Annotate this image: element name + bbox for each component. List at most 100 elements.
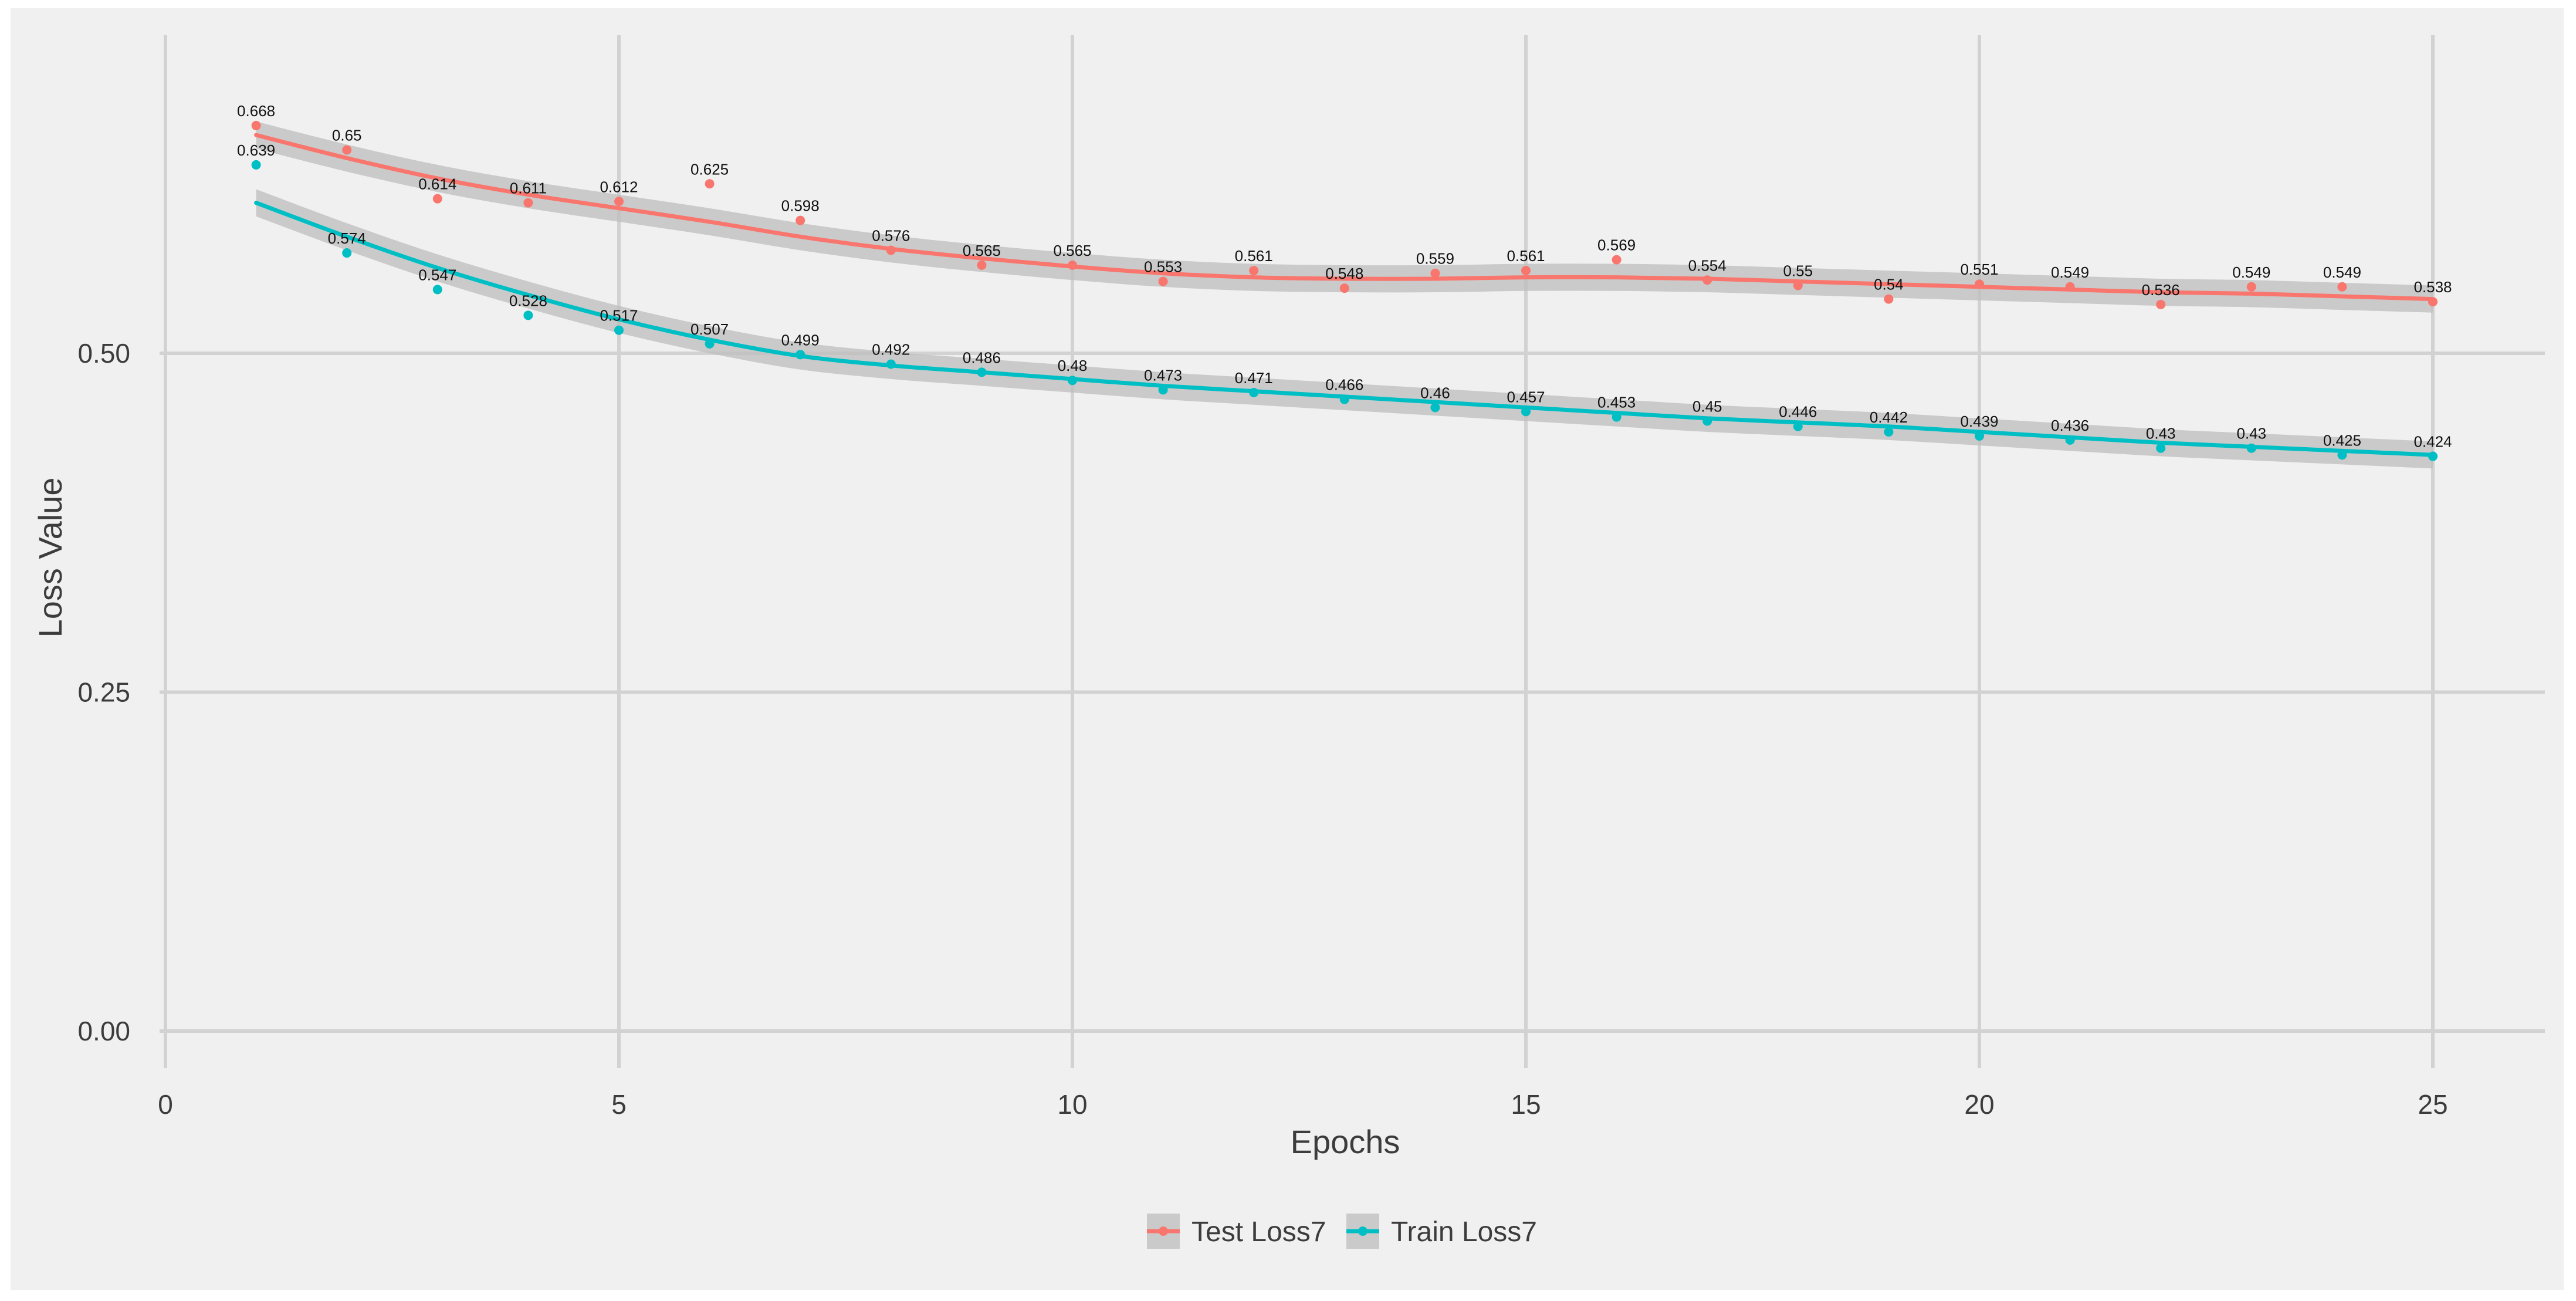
- train-data-label: 0.528: [509, 292, 547, 309]
- train-data-point: [1339, 394, 1349, 404]
- test-data-label: 0.54: [1874, 276, 1904, 293]
- train-data-label: 0.424: [2413, 433, 2452, 451]
- test-data-label: 0.55: [1783, 262, 1813, 280]
- test-data-label: 0.536: [2142, 281, 2180, 299]
- test-data-label: 0.598: [781, 197, 820, 215]
- train-data-point: [977, 367, 987, 377]
- test-data-point: [977, 260, 987, 270]
- train-data-point: [1158, 385, 1168, 395]
- train-data-label: 0.507: [690, 320, 729, 338]
- test-data-point: [1068, 260, 1077, 270]
- train-data-label: 0.457: [1507, 388, 1545, 405]
- test-data-label: 0.625: [690, 160, 729, 178]
- test-data-label: 0.565: [963, 242, 1001, 259]
- test-data-point: [2246, 282, 2256, 292]
- train-data-label: 0.492: [872, 340, 910, 358]
- train-data-label: 0.43: [2236, 425, 2266, 442]
- train-data-point: [2337, 450, 2347, 460]
- data-labels: 0.668 0.65 0.614 0.611 0.612 0.625 0.598 0.576 0…: [237, 102, 2452, 451]
- train-data-label: 0.48: [1058, 357, 1088, 374]
- test-data-label: 0.549: [2323, 263, 2361, 281]
- x-tick-label: 15: [1511, 1089, 1541, 1120]
- legend-key-point: [1159, 1226, 1168, 1236]
- test-data-point: [705, 179, 715, 189]
- test-data-label: 0.611: [510, 180, 547, 197]
- train-data-label: 0.466: [1325, 376, 1363, 394]
- test-data-label: 0.561: [1507, 247, 1545, 265]
- train-data-point: [2428, 451, 2438, 461]
- train-data-label: 0.425: [2323, 431, 2361, 449]
- train-data-label: 0.439: [1960, 413, 1998, 430]
- test-data-point: [523, 198, 533, 208]
- train-data-label: 0.473: [1144, 366, 1182, 384]
- legend-item-test: Test Loss7: [1147, 1214, 1326, 1249]
- train-data-point: [886, 359, 896, 369]
- test-data-point: [886, 245, 896, 255]
- test-data-point: [2065, 282, 2075, 292]
- test-data-label: 0.554: [1688, 256, 1727, 274]
- legend-label: Test Loss7: [1191, 1216, 1326, 1248]
- test-data-label: 0.565: [1053, 242, 1091, 259]
- train-data-point: [523, 310, 533, 320]
- train-data-label: 0.46: [1420, 384, 1450, 401]
- train-data-point: [251, 160, 261, 170]
- test-data-label: 0.614: [418, 175, 456, 193]
- legend-label: Train Loss7: [1391, 1216, 1537, 1248]
- y-axis-label: Loss Value: [32, 478, 69, 638]
- test-data-point: [342, 145, 352, 155]
- train-data-point: [2156, 443, 2166, 453]
- train-data-point: [1612, 412, 1622, 422]
- train-data-point: [2246, 443, 2256, 453]
- train-data-label: 0.547: [418, 266, 456, 283]
- y-tick-label: 0.50: [77, 338, 130, 369]
- train-data-label: 0.639: [237, 141, 275, 159]
- train-confidence-band: [256, 189, 2433, 469]
- train-data-point: [1975, 431, 1984, 441]
- test-data-label: 0.538: [2413, 278, 2452, 296]
- train-data-label: 0.442: [1870, 408, 1908, 426]
- train-data-point: [1430, 403, 1440, 413]
- axis-ticks: 0 5 10 15 20 25 0.00 0.25 0.50: [77, 338, 2448, 1120]
- x-tick-label: 25: [2418, 1089, 2448, 1120]
- test-data-point: [2428, 297, 2438, 307]
- x-tick-label: 20: [1964, 1089, 1994, 1120]
- data-points: [251, 120, 2438, 461]
- test-data-point: [1521, 266, 1531, 276]
- test-data-point: [2156, 299, 2166, 309]
- train-data-label: 0.517: [600, 307, 638, 325]
- test-data-label: 0.549: [2051, 263, 2089, 281]
- train-data-label: 0.43: [2146, 425, 2176, 442]
- test-data-point: [432, 194, 442, 204]
- test-data-point: [1702, 275, 1712, 285]
- train-data-label: 0.499: [781, 331, 820, 349]
- legend-key-point: [1358, 1226, 1367, 1236]
- test-data-point: [1975, 279, 1984, 289]
- train-data-point: [1068, 376, 1077, 386]
- x-tick-label: 5: [611, 1089, 627, 1120]
- train-data-point: [2065, 435, 2075, 445]
- train-data-point: [1249, 387, 1259, 397]
- test-data-label: 0.553: [1144, 258, 1182, 276]
- train-data-label: 0.45: [1692, 398, 1722, 415]
- train-data-point: [432, 285, 442, 295]
- legend-item-train: Train Loss7: [1346, 1214, 1537, 1249]
- test-data-label: 0.668: [237, 102, 275, 120]
- train-data-point: [614, 325, 624, 335]
- x-tick-label: 10: [1057, 1089, 1087, 1120]
- test-data-point: [1793, 281, 1803, 290]
- test-data-label: 0.569: [1597, 236, 1636, 254]
- x-tick-label: 0: [158, 1089, 173, 1120]
- panel-background: [11, 8, 2564, 1290]
- train-data-label: 0.436: [2051, 417, 2089, 434]
- train-data-label: 0.446: [1779, 403, 1817, 421]
- test-data-point: [614, 197, 624, 207]
- test-data-label: 0.551: [1960, 261, 1998, 278]
- test-data-point: [2337, 282, 2347, 292]
- train-data-label: 0.574: [328, 229, 366, 247]
- train-data-point: [1793, 421, 1803, 431]
- train-data-label: 0.453: [1597, 394, 1636, 411]
- x-axis-label: Epochs: [1291, 1123, 1400, 1160]
- test-data-point: [1884, 294, 1894, 304]
